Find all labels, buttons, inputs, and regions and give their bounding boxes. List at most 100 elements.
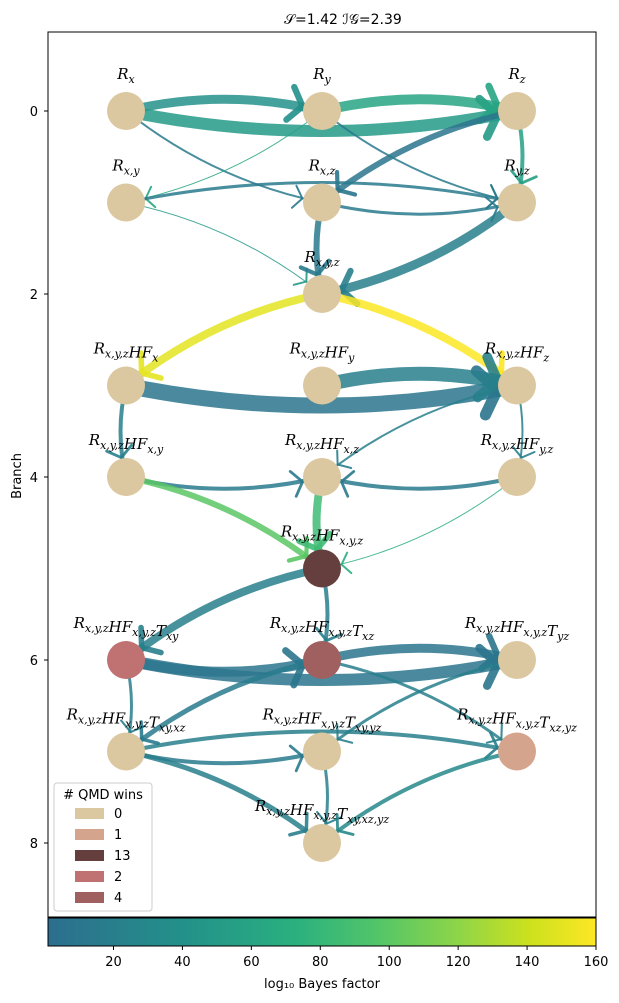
edge-arrowhead: [286, 553, 309, 563]
edge-arrowhead: [325, 632, 343, 642]
edge-arrowhead: [119, 443, 133, 459]
node-label: Rx,y,zHFx: [93, 340, 160, 365]
edge-arrowhead: [338, 267, 354, 294]
colorbar-tick-label: 20: [105, 955, 122, 970]
edge-arrowhead: [139, 737, 160, 746]
legend-label: 4: [114, 891, 122, 906]
legend: # QMD wins 0 1 13 2 4: [53, 782, 153, 912]
colorbar-tick-label: 160: [584, 955, 609, 970]
edge-arrowhead: [138, 644, 164, 656]
edge-arrowhead: [486, 632, 501, 659]
edge-arrowhead: [292, 280, 308, 286]
nodes-layer: [107, 92, 536, 862]
node-HFxz: [303, 458, 341, 496]
edge-arrowhead: [144, 185, 153, 200]
node-Tall: [303, 824, 341, 862]
node-HFy: [303, 366, 341, 405]
node-Txy: [107, 641, 145, 679]
edge: [317, 643, 522, 665]
edge: [321, 476, 518, 569]
colorbar-tick-label: 60: [243, 955, 260, 970]
edge-arrowhead: [288, 828, 309, 837]
edge: [320, 658, 519, 753]
edge-arrowhead: [315, 258, 331, 277]
edge-arrowhead: [315, 626, 329, 642]
edge-arrowhead: [290, 197, 304, 209]
edge: [319, 108, 520, 206]
edge-arrowhead: [484, 746, 499, 760]
edge-arrowhead: [520, 450, 536, 459]
edge: [123, 474, 325, 572]
node-label: Rx,y,zHFx,y,zTxz,yz: [456, 706, 577, 735]
y-axis-label: Branch: [10, 453, 25, 499]
legend-label: 1: [114, 828, 122, 843]
node-Rxyz: [303, 275, 341, 313]
node-label: Rx,y,zHFx,z: [284, 431, 359, 456]
node-label: Rx,y: [111, 157, 140, 178]
legend-label: 0: [114, 807, 122, 822]
edge: [320, 475, 519, 491]
y-tick-label: 4: [30, 471, 38, 486]
edge-arrowhead: [105, 449, 123, 459]
legend-swatch: [75, 808, 104, 819]
edge: [125, 110, 323, 204]
edge-arrowhead: [295, 184, 304, 200]
edge: [124, 181, 519, 204]
edge-arrowhead: [340, 563, 353, 575]
node-Rxz: [303, 183, 341, 222]
edge-arrowhead: [340, 470, 356, 484]
edge-arrowhead: [298, 265, 320, 277]
legend-title: # QMD wins: [63, 788, 143, 803]
legend-swatch: [75, 871, 104, 882]
colorbar-tick-label: 80: [312, 955, 329, 970]
node-label: Rz: [507, 65, 525, 86]
edge-arrowhead: [511, 445, 523, 459]
node-label: Rx: [116, 65, 135, 86]
node-HFyz: [498, 458, 536, 496]
edge-arrowhead: [144, 197, 157, 209]
node-label: Rx,y,zHFx,y: [88, 431, 164, 456]
y-tick-label: 8: [30, 837, 38, 852]
y-tick-label: 6: [30, 654, 38, 669]
edge-arrowhead: [296, 538, 321, 552]
node-Txyxz: [107, 732, 145, 771]
y-axis: 0 2 4 6 8: [30, 105, 48, 852]
colorbar-tick-label: 120: [446, 955, 471, 970]
edge-arrowhead: [489, 183, 499, 200]
node-Rz: [498, 92, 536, 130]
edge-arrowhead: [282, 647, 307, 669]
edge-arrowhead: [288, 744, 304, 758]
edge-arrowhead: [291, 83, 306, 110]
edge: [123, 657, 325, 754]
node-HFz: [498, 366, 536, 405]
node-label: Rx,y,zHFx,y,zTxy,yz: [262, 706, 382, 735]
colorbar-label: log₁₀ Bayes factor: [264, 977, 381, 992]
legend-swatch: [75, 829, 104, 840]
edge: [125, 202, 323, 295]
colorbar-tick-label: 40: [174, 955, 191, 970]
node-Txz: [303, 641, 341, 679]
node-Ry: [303, 92, 341, 130]
edge: [320, 749, 519, 845]
node-label: Ry,z: [503, 157, 530, 178]
node-labels-layer: Rx Ry Rz Rx,y Rx,z Ry,z Rx,y,z Rx,y,zHFx Rx,y,zH…: [66, 65, 577, 826]
edge: [122, 564, 326, 664]
edge-arrowhead: [334, 169, 340, 193]
edge-arrowhead: [510, 169, 524, 185]
edge-arrowhead: [325, 816, 342, 825]
colorbar-tick-label: 140: [515, 955, 540, 970]
edge: [320, 201, 519, 216]
edge-arrowhead: [498, 350, 505, 376]
node-label: Rx,y,zHFx,y,zTyz: [464, 614, 570, 643]
node-label: Ry: [312, 65, 331, 86]
edge-arrowhead: [294, 480, 304, 498]
edge: [321, 384, 518, 478]
edge-arrowhead: [314, 530, 333, 552]
node-label: Rx,y,zHFy,z: [480, 431, 554, 456]
edge-arrowhead: [138, 624, 145, 651]
node-HFxyz: [303, 549, 341, 588]
edge-arrowhead: [120, 719, 132, 734]
node-label: Rx,y,zHFz: [484, 340, 550, 365]
node-Rx: [107, 92, 145, 130]
